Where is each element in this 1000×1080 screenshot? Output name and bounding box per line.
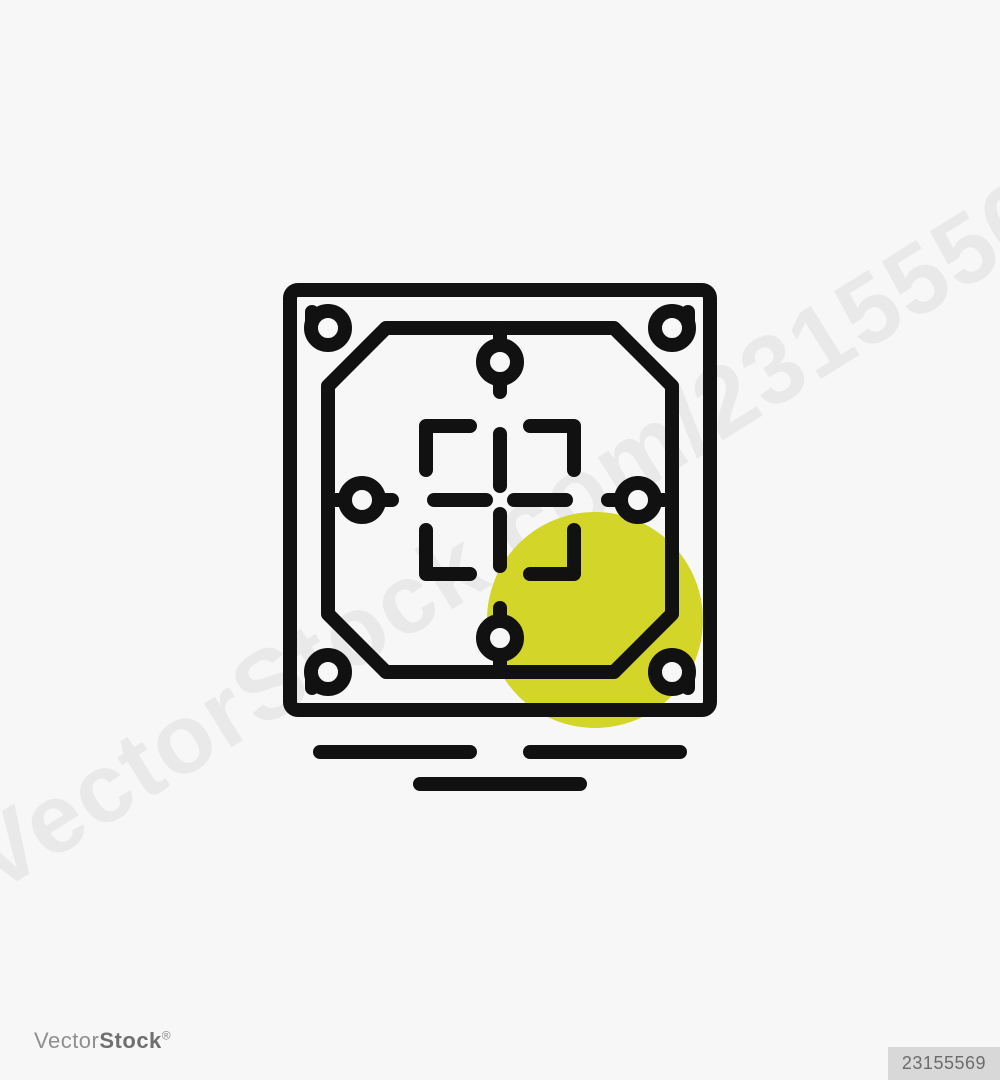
- brand-trademark: ®: [162, 1029, 171, 1043]
- image-id-badge: 23155569: [888, 1047, 1000, 1080]
- brand-prefix: Vector: [34, 1028, 99, 1053]
- brand-suffix: Stock: [99, 1028, 161, 1053]
- infrastructure-matrix-icon: [0, 0, 1000, 1080]
- icon-preview-canvas: ©VectorStock.com/23155569 VectorStock® 2…: [0, 0, 1000, 1080]
- brand-watermark: VectorStock®: [34, 1028, 171, 1054]
